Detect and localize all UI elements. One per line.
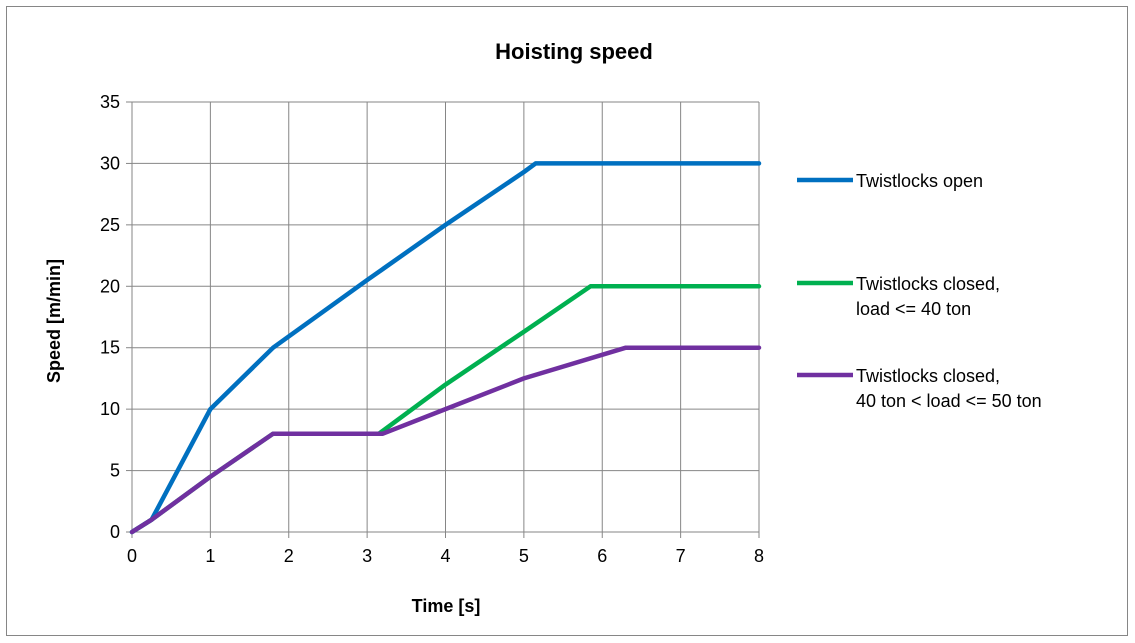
legend-label-2: load <= 40 ton <box>856 299 971 319</box>
x-tick-label: 0 <box>127 546 137 566</box>
tick-labels: 0 5 10 15 20 25 30 35 0 1 2 3 4 5 6 7 8 <box>100 92 764 566</box>
y-tick-label: 0 <box>110 522 120 542</box>
legend-label-3: Twistlocks closed, <box>856 366 1000 386</box>
x-tick-label: 6 <box>597 546 607 566</box>
legend-label-1: Twistlocks open <box>856 171 983 191</box>
y-tick-label: 35 <box>100 92 120 112</box>
x-tick-label: 3 <box>362 546 372 566</box>
series-lines <box>129 161 762 535</box>
y-tick-label: 30 <box>100 153 120 173</box>
x-tick-label: 5 <box>519 546 529 566</box>
chart-frame: 0 5 10 15 20 25 30 35 0 1 2 3 4 5 6 7 8 Hoisting speed T… <box>6 6 1128 636</box>
x-axis-title: Time [s] <box>412 596 481 616</box>
y-tick-label: 15 <box>100 338 120 358</box>
series-line-1 <box>129 161 762 535</box>
y-tick-label: 20 <box>100 276 120 296</box>
legend: Twistlocks open Twistlocks closed, load <=… <box>797 171 1042 411</box>
axes <box>126 101 760 538</box>
x-tick-label: 8 <box>754 546 764 566</box>
line-chart: 0 5 10 15 20 25 30 35 0 1 2 3 4 5 6 7 8 Hoisting speed T… <box>44 39 1042 616</box>
x-tick-label: 4 <box>440 546 450 566</box>
y-tick-label: 5 <box>110 461 120 481</box>
y-tick-label: 10 <box>100 399 120 419</box>
y-axis-title: Speed [m/min] <box>44 259 64 383</box>
y-tick-label: 25 <box>100 215 120 235</box>
x-tick-label: 1 <box>205 546 215 566</box>
legend-label-3: 40 ton < load <= 50 ton <box>856 391 1042 411</box>
chart-title: Hoisting speed <box>495 39 653 64</box>
x-tick-label: 2 <box>284 546 294 566</box>
x-tick-label: 7 <box>676 546 686 566</box>
series-line-3 <box>129 345 762 535</box>
legend-label-2: Twistlocks closed, <box>856 274 1000 294</box>
